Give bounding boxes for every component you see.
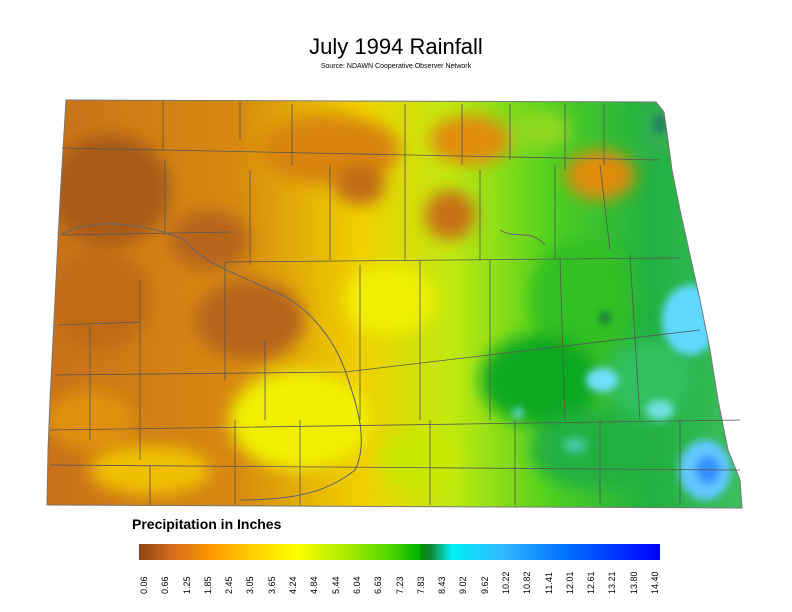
county-boundaries: [46, 99, 743, 509]
legend-tick-label: 3.65: [266, 576, 277, 594]
legend-tick-label: 13.21: [607, 571, 618, 594]
legend-tick-label: 13.80: [628, 571, 639, 594]
map-subtitle: Source: NDAWN Cooperative Observer Netwo…: [320, 63, 472, 70]
legend-tick-label: 0.66: [160, 576, 171, 594]
legend-tick-label: 10.82: [522, 571, 533, 594]
legend-color-bar: [139, 544, 660, 560]
legend-tick-label: 4.24: [288, 576, 299, 594]
legend-tick-label: 0.06: [139, 576, 149, 594]
legend-tick-label: 3.05: [245, 576, 256, 594]
legend-tick-label: 6.04: [351, 576, 362, 594]
legend-tick-label: 8.43: [437, 576, 448, 594]
legend-tick-label: 5.44: [330, 576, 341, 594]
legend-tick-label: 9.62: [479, 576, 490, 594]
legend-tick-label: 2.45: [224, 576, 235, 594]
legend-tick-label: 12.01: [564, 571, 575, 594]
legend-tick-label: 1.85: [202, 576, 213, 594]
legend-tick-label: 9.02: [458, 576, 469, 594]
map-title: July 1994 Rainfall: [309, 34, 483, 59]
legend-tick-label: 10.22: [500, 571, 511, 594]
legend-tick-label: 6.63: [373, 576, 384, 594]
legend-tick-label: 1.25: [181, 576, 192, 594]
legend-tick-label: 12.61: [586, 571, 597, 594]
legend-tick-label: 4.84: [309, 576, 320, 594]
legend-tick-label: 7.23: [394, 576, 405, 594]
legend-title: Precipitation in Inches: [132, 516, 282, 532]
legend-tick-labels: 0.06 0.66 1.25 1.85 2.45 3.05 3.65 4.24 4.84 5.44…: [139, 562, 660, 602]
rainfall-surface: [47, 100, 742, 508]
legend-tick-label: 14.40: [650, 571, 660, 594]
legend-tick-label: 11.41: [543, 572, 554, 594]
legend-tick-label: 7.83: [415, 576, 426, 594]
